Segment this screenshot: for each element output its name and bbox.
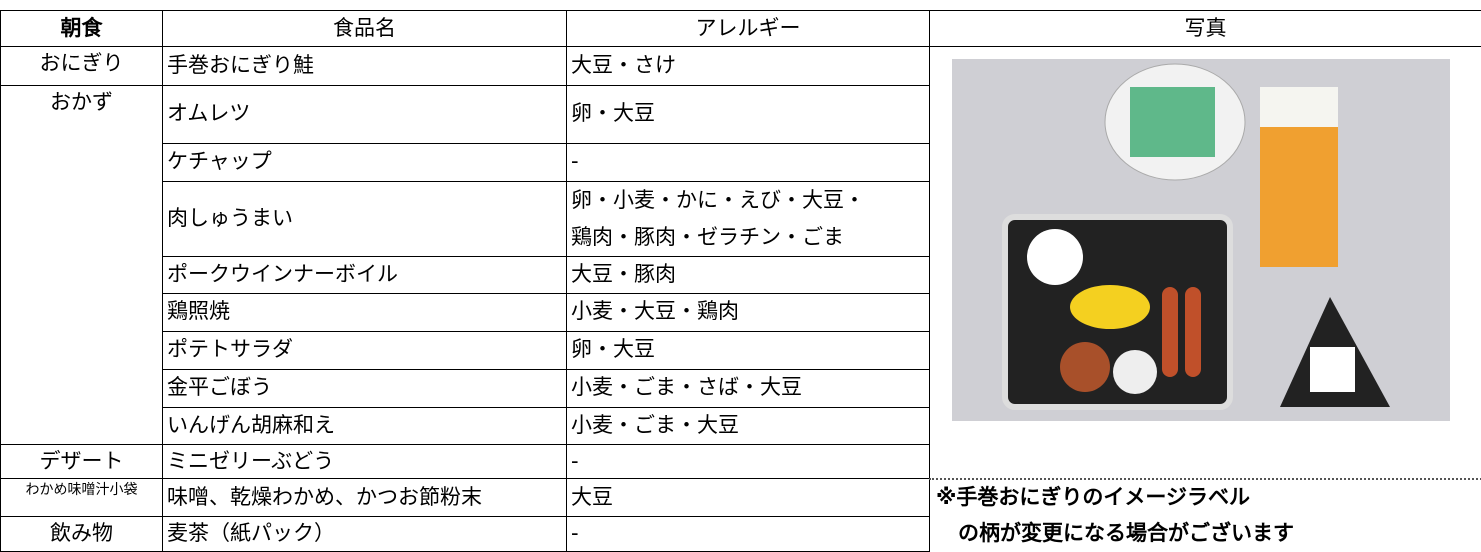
group-cell: デザート <box>1 444 163 479</box>
allergy-cell: 大豆・豚肉 <box>567 256 930 293</box>
potato-salad <box>1027 229 1083 285</box>
food-name: ケチャップ <box>163 143 567 181</box>
allergy-cell: 大豆 <box>567 479 930 517</box>
food-name: ポークウインナーボイル <box>163 256 567 293</box>
group-cell: おかず <box>1 86 163 445</box>
allergy-table: 朝食食品名アレルギー写真おにぎり手巻おにぎり鮭大豆・さけ おかずオムレツ卵・大豆… <box>0 10 1481 552</box>
group-cell: おにぎり <box>1 47 163 86</box>
allergy-cell: 卵・大豆 <box>567 331 930 369</box>
food-name: 麦茶（紙パック） <box>163 517 567 552</box>
photo <box>930 47 1481 467</box>
soup-packet <box>1130 87 1215 157</box>
page: 朝食食品名アレルギー写真おにぎり手巻おにぎり鮭大豆・さけ おかずオムレツ卵・大豆… <box>0 0 1481 524</box>
allergy-cell: - <box>567 517 930 552</box>
shumai <box>1113 350 1157 394</box>
allergy-line: 鶏肉・豚肉・ゼラチン・ごま <box>571 219 925 256</box>
group-cell: わかめ味噌汁小袋 <box>1 479 163 517</box>
chicken <box>1060 342 1110 392</box>
item-row: わかめ味噌汁小袋味噌、乾燥わかめ、かつお節粉末大豆※手巻おにぎりのイメージラベル <box>1 479 1481 517</box>
note: ※手巻おにぎりのイメージラベル <box>930 479 1481 517</box>
allergy-cell: 小麦・ごま・さば・大豆 <box>567 369 930 407</box>
food-name: オムレツ <box>163 86 567 144</box>
allergy-cell: - <box>567 143 930 181</box>
allergy-cell: - <box>567 444 930 479</box>
header-cell: 朝食 <box>1 11 163 47</box>
group-cell: 飲み物 <box>1 517 163 552</box>
header-cell: 写真 <box>930 11 1481 47</box>
allergy-line: 卵・小麦・かに・えび・大豆・ <box>571 182 925 219</box>
food-name: 味噌、乾燥わかめ、かつお節粉末 <box>163 479 567 517</box>
allergy-cell: 小麦・大豆・鶏肉 <box>567 293 930 331</box>
allergy-cell: 小麦・ごま・大豆 <box>567 407 930 444</box>
note: の柄が変更になる場合がございます <box>930 517 1481 552</box>
omelet <box>1070 285 1150 329</box>
sausage <box>1162 287 1178 377</box>
header-cell: 食品名 <box>163 11 567 47</box>
food-name: いんげん胡麻和え <box>163 407 567 444</box>
sausage <box>1185 287 1201 377</box>
header-cell: アレルギー <box>567 11 930 47</box>
allergy-cell: 卵・大豆 <box>567 86 930 144</box>
food-name: 鶏照焼 <box>163 293 567 331</box>
food-name: ミニゼリーぶどう <box>163 444 567 479</box>
tea-top <box>1260 87 1338 127</box>
item-row: 飲み物麦茶（紙パック）-の柄が変更になる場合がございます <box>1 517 1481 552</box>
allergy-cell: 大豆・さけ <box>567 47 930 86</box>
allergy-cell: 卵・小麦・かに・えび・大豆・鶏肉・豚肉・ゼラチン・ごま <box>567 181 930 256</box>
item-row: おにぎり手巻おにぎり鮭大豆・さけ <box>1 47 1481 86</box>
header-row: 朝食食品名アレルギー写真 <box>1 11 1481 47</box>
food-name: 肉しゅうまい <box>163 181 567 256</box>
food-name: 金平ごぼう <box>163 369 567 407</box>
onigiri-label <box>1310 347 1355 392</box>
food-name: 手巻おにぎり鮭 <box>163 47 567 86</box>
food-name: ポテトサラダ <box>163 331 567 369</box>
photo-cell <box>930 47 1481 479</box>
